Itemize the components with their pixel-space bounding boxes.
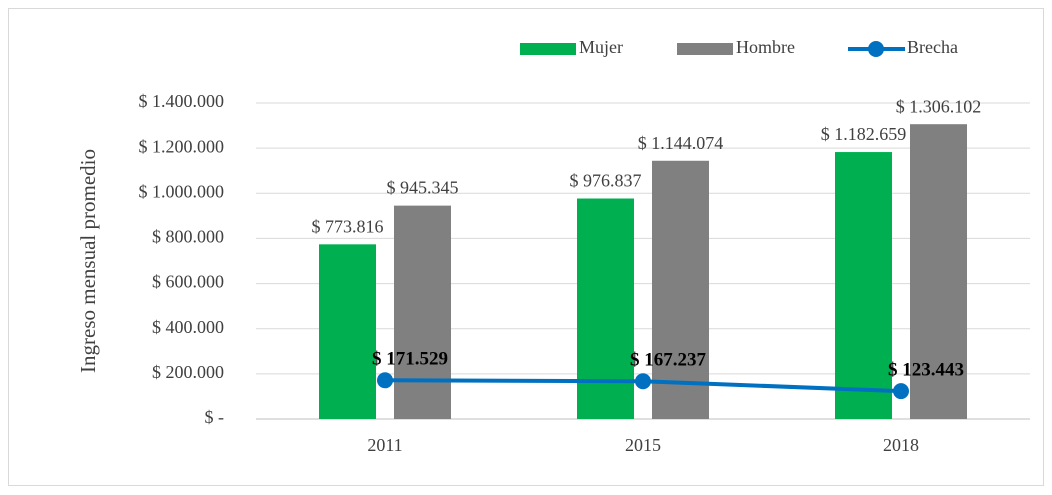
y-tick-label: $ 600.000	[152, 272, 224, 292]
legend-swatch	[520, 43, 576, 55]
legend-marker	[868, 41, 884, 57]
data-label: $ 123.443	[888, 359, 964, 380]
line-marker	[635, 373, 651, 390]
bar	[652, 160, 709, 419]
y-tick-label: $ 400.000	[152, 317, 224, 337]
bar	[910, 124, 967, 419]
y-axis-label: Ingreso mensual promedio	[76, 149, 100, 373]
legend-label: Brecha	[907, 37, 958, 57]
data-label: $ 171.529	[372, 349, 448, 370]
legend-label: Mujer	[579, 37, 623, 57]
x-tick-label: 2018	[883, 435, 919, 455]
y-tick-label: $ 1.400.000	[139, 91, 225, 111]
x-tick-label: 2011	[367, 435, 402, 455]
line-marker	[893, 383, 909, 400]
y-tick-label: $ -	[205, 407, 225, 427]
bar	[835, 152, 892, 420]
bar	[394, 205, 451, 419]
bar	[577, 198, 634, 419]
y-tick-label: $ 800.000	[152, 227, 224, 247]
y-tick-label: $ 1.000.000	[139, 181, 225, 201]
y-tick-label: $ 1.200.000	[139, 136, 225, 156]
legend-swatch	[677, 43, 733, 55]
line-marker	[377, 372, 393, 389]
data-label: $ 773.816	[312, 216, 384, 236]
data-label: $ 1.144.074	[638, 133, 724, 153]
data-label: $ 1.306.102	[896, 96, 982, 116]
bar	[319, 244, 376, 419]
y-tick-label: $ 200.000	[152, 362, 224, 382]
data-label: $ 167.237	[630, 350, 707, 371]
data-label: $ 976.837	[570, 171, 642, 191]
x-tick-label: 2015	[625, 435, 661, 455]
data-label: $ 945.345	[387, 178, 459, 198]
data-label: $ 1.182.659	[821, 124, 907, 144]
legend-label: Hombre	[736, 37, 795, 57]
